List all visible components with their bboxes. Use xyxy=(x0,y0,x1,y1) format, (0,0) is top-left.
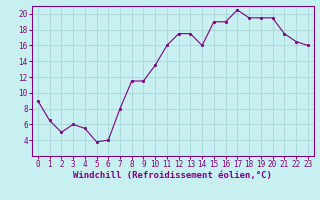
X-axis label: Windchill (Refroidissement éolien,°C): Windchill (Refroidissement éolien,°C) xyxy=(73,171,272,180)
